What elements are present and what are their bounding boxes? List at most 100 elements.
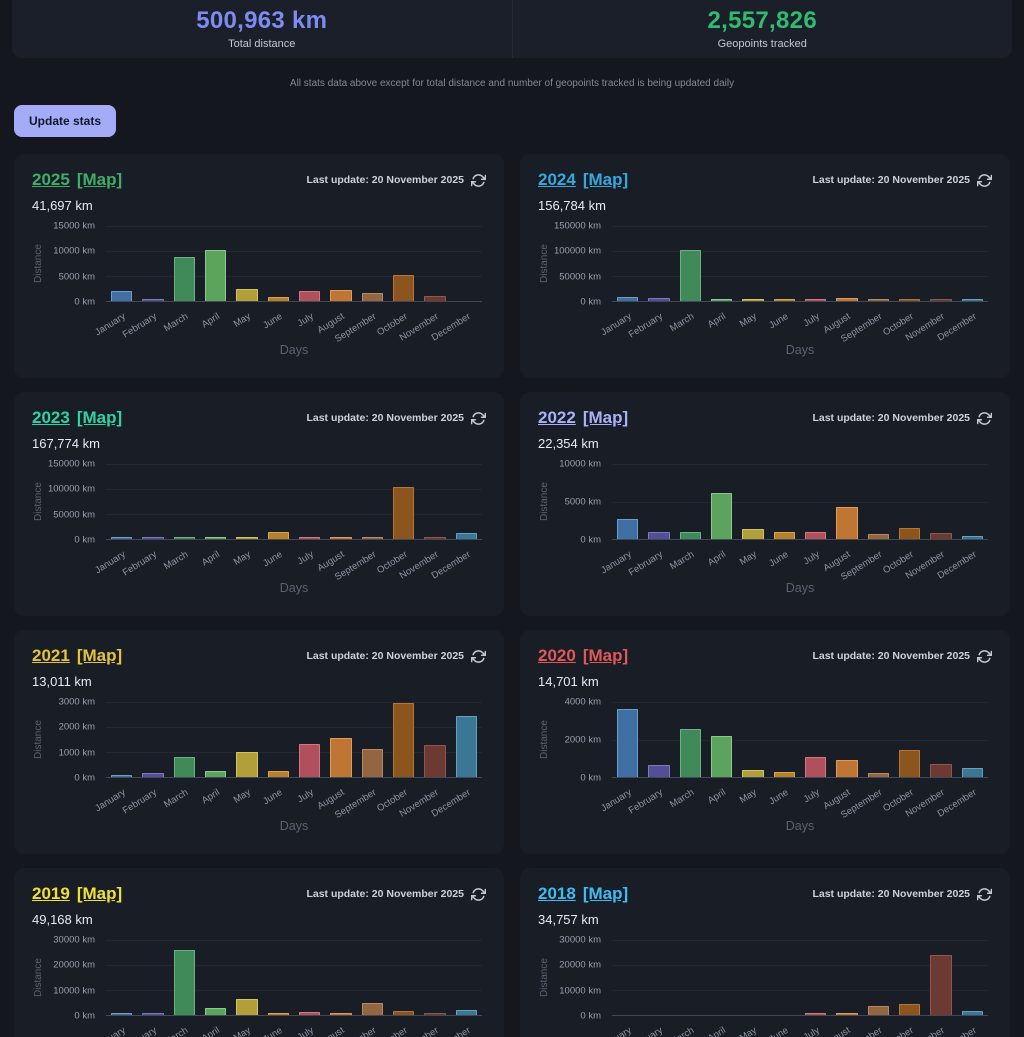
bar-slot [957, 940, 988, 1015]
bar-november [424, 536, 446, 539]
y-tick-label: 10000 km [53, 245, 95, 257]
bar-december [961, 767, 983, 777]
refresh-icon[interactable] [471, 173, 486, 188]
plot-area [106, 226, 482, 302]
year-link[interactable]: 2019 [32, 884, 70, 903]
bar-january [617, 296, 639, 301]
bar-october [899, 1003, 921, 1015]
gridline [612, 501, 988, 503]
bar-slot [675, 940, 706, 1015]
x-tick-label: April [705, 311, 728, 331]
y-tick-label: 0 km [74, 296, 95, 308]
bar-february [142, 1012, 164, 1015]
x-tick-label: January [93, 1025, 128, 1037]
bar-slot [451, 464, 482, 539]
y-tick-label: 0 km [74, 1010, 95, 1022]
year-link[interactable]: 2021 [32, 646, 70, 665]
bar-january [111, 536, 133, 539]
bar-slot [957, 226, 988, 301]
map-link[interactable]: [Map] [582, 646, 629, 665]
last-update: Last update: 20 November 2025 [812, 649, 992, 664]
refresh-icon[interactable] [471, 887, 486, 902]
map-link[interactable]: [Map] [582, 408, 629, 427]
bar-september [361, 1002, 383, 1015]
geopoints-label: Geopoints tracked [717, 37, 807, 50]
bar-slot [263, 940, 294, 1015]
bar-slot [325, 702, 356, 777]
plot-area [106, 702, 482, 778]
last-update-label: Last update: 20 November 2025 [306, 888, 464, 900]
bar-slot [294, 940, 325, 1015]
refresh-icon[interactable] [471, 411, 486, 426]
last-update: Last update: 20 November 2025 [812, 411, 992, 426]
x-axis-label: Days [785, 819, 815, 833]
map-link[interactable]: [Map] [76, 884, 123, 903]
year-link[interactable]: 2025 [32, 170, 70, 189]
refresh-icon[interactable] [471, 649, 486, 664]
year-total-distance: 41,697 km [32, 198, 93, 213]
bar-june [773, 772, 795, 777]
refresh-icon[interactable] [977, 411, 992, 426]
bar-slot [831, 702, 862, 777]
bar-slot [863, 702, 894, 777]
year-link[interactable]: 2018 [538, 884, 576, 903]
x-axis-ticks: JanuaryFebruaryMarchAprilMayJuneJulyAugu… [599, 1022, 988, 1037]
refresh-icon[interactable] [977, 887, 992, 902]
year-link[interactable]: 2024 [538, 170, 576, 189]
bar-april [711, 298, 733, 301]
bar-slot [200, 702, 231, 777]
bar-slot [263, 702, 294, 777]
y-tick-label: 20000 km [559, 959, 601, 971]
y-axis-ticks: 0 km 5000 km 10000 km 15000 km [45, 221, 103, 308]
year-link[interactable]: 2023 [32, 408, 70, 427]
bar-slot [737, 940, 768, 1015]
bar-chart: Distance 0 km 5000 km 10000 km 15000 km Jan… [32, 221, 486, 362]
bar-slot [706, 464, 737, 539]
bar-slot [863, 464, 894, 539]
x-tick-label: June [766, 787, 791, 808]
year-link[interactable]: 2020 [538, 646, 576, 665]
y-tick-label: 3000 km [58, 696, 95, 708]
update-stats-button[interactable]: Update stats [14, 105, 117, 137]
y-axis-ticks: 0 km 5000 km 10000 km [551, 459, 609, 546]
y-tick-label: 30000 km [53, 934, 95, 946]
map-link[interactable]: [Map] [582, 884, 629, 903]
bar-march [679, 531, 701, 539]
total-distance-label: Total distance [228, 37, 296, 50]
bar-slot [800, 940, 831, 1015]
bar-slot [357, 464, 388, 539]
x-tick-label: July [295, 311, 316, 330]
bar-september [867, 1006, 889, 1015]
refresh-icon[interactable] [977, 649, 992, 664]
x-tick-label: May [231, 787, 253, 806]
map-link[interactable]: [Map] [582, 170, 629, 189]
y-axis-ticks: 0 km 50000 km 100000 km 150000 km [45, 459, 103, 546]
bar-slot [263, 226, 294, 301]
bar-february [648, 764, 670, 777]
year-total-distance: 13,011 km [32, 674, 92, 689]
bar-november [424, 744, 446, 777]
map-link[interactable]: [Map] [76, 408, 123, 427]
x-tick-label: April [199, 311, 222, 331]
year-link[interactable]: 2022 [538, 408, 576, 427]
y-axis-label: Distance [33, 720, 44, 760]
bar-december [961, 536, 983, 539]
map-link[interactable]: [Map] [76, 170, 123, 189]
bar-slot [894, 940, 925, 1015]
refresh-icon[interactable] [977, 173, 992, 188]
y-tick-label: 0 km [74, 534, 95, 546]
last-update: Last update: 20 November 2025 [306, 887, 486, 902]
gridline [612, 965, 988, 966]
plot-area [612, 464, 988, 540]
x-tick-label: June [766, 1025, 791, 1037]
x-tick-label: May [231, 1025, 253, 1037]
bar-slot [643, 940, 674, 1015]
bar-slot [831, 464, 862, 539]
y-tick-label: 0 km [74, 772, 95, 784]
map-link[interactable]: [Map] [76, 646, 123, 665]
card-title: 2022 [Map] [538, 408, 628, 428]
x-tick-label: June [766, 549, 791, 570]
bar-april [711, 493, 733, 539]
